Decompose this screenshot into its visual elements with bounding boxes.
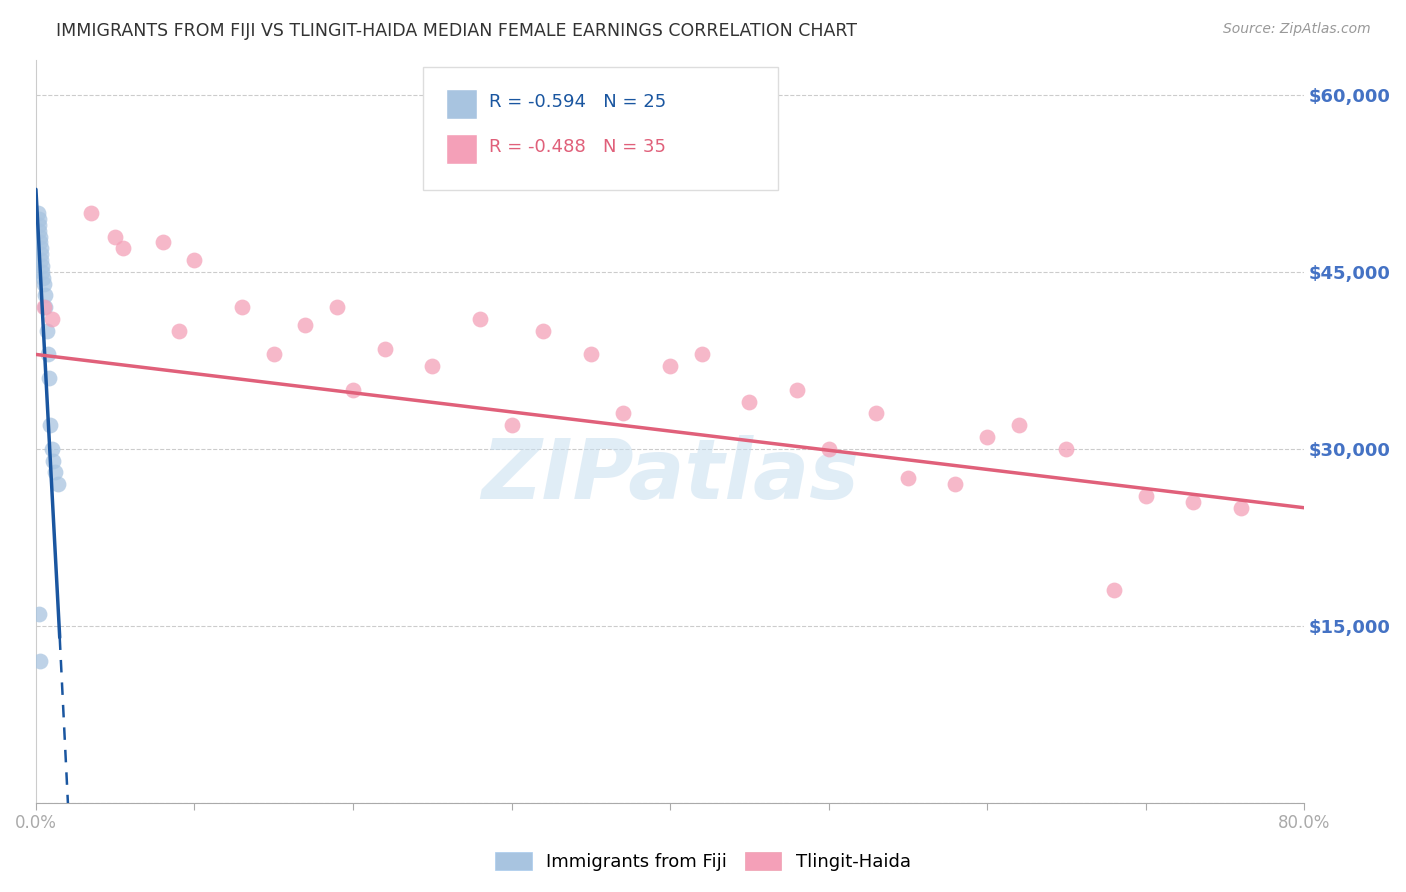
Point [30, 247, 52, 261]
Point [28, 211, 51, 226]
Point [531, 324, 554, 338]
Point [612, 406, 634, 420]
Point [32, 270, 55, 285]
Point [374, 342, 396, 356]
Text: Source: ZipAtlas.com: Source: ZipAtlas.com [1223, 22, 1371, 37]
Point [579, 347, 602, 361]
FancyBboxPatch shape [446, 134, 477, 163]
Point [112, 241, 135, 255]
Point [468, 312, 491, 326]
Point [1102, 583, 1125, 598]
Point [690, 347, 713, 361]
Text: ZIPatlas: ZIPatlas [481, 435, 859, 516]
Text: R = -0.488   N = 35: R = -0.488 N = 35 [489, 137, 665, 155]
Point [31, 259, 53, 273]
Point [659, 359, 682, 374]
Point [167, 324, 190, 338]
Point [231, 300, 253, 314]
Point [32, 277, 55, 291]
Point [104, 229, 127, 244]
Point [1230, 500, 1253, 515]
Point [420, 359, 443, 374]
Point [42, 453, 65, 467]
Point [28, 218, 51, 232]
Point [263, 347, 285, 361]
Point [786, 383, 808, 397]
Point [41, 312, 63, 326]
Point [501, 418, 523, 433]
Point [28, 654, 51, 668]
Point [31, 265, 53, 279]
Point [28, 229, 51, 244]
Point [183, 253, 205, 268]
Point [342, 383, 364, 397]
Point [44, 466, 66, 480]
Point [865, 406, 887, 420]
Point [897, 471, 920, 485]
Point [27, 206, 49, 220]
Point [30, 241, 52, 255]
Point [34, 288, 56, 302]
Point [46, 477, 69, 491]
FancyBboxPatch shape [446, 89, 477, 119]
Point [80, 206, 103, 220]
Point [38, 371, 60, 385]
Point [30, 235, 52, 250]
Point [41, 442, 63, 456]
Text: R = -0.594   N = 25: R = -0.594 N = 25 [489, 93, 666, 111]
Legend: Immigrants from Fiji, Tlingit-Haida: Immigrants from Fiji, Tlingit-Haida [488, 845, 918, 879]
Point [28, 224, 51, 238]
Point [28, 607, 51, 621]
Point [34, 300, 56, 314]
Point [31, 253, 53, 268]
Point [1182, 495, 1205, 509]
Point [945, 477, 967, 491]
Point [35, 324, 58, 338]
Point [294, 318, 316, 332]
Point [1008, 418, 1031, 433]
Point [39, 418, 62, 433]
Point [738, 394, 761, 409]
Point [976, 430, 998, 444]
Point [37, 347, 59, 361]
Text: IMMIGRANTS FROM FIJI VS TLINGIT-HAIDA MEDIAN FEMALE EARNINGS CORRELATION CHART: IMMIGRANTS FROM FIJI VS TLINGIT-HAIDA ME… [56, 22, 858, 40]
FancyBboxPatch shape [423, 67, 778, 190]
Point [326, 300, 349, 314]
Point [1135, 489, 1157, 503]
Point [152, 235, 174, 250]
Point [1056, 442, 1078, 456]
Point [817, 442, 839, 456]
Point [32, 300, 55, 314]
